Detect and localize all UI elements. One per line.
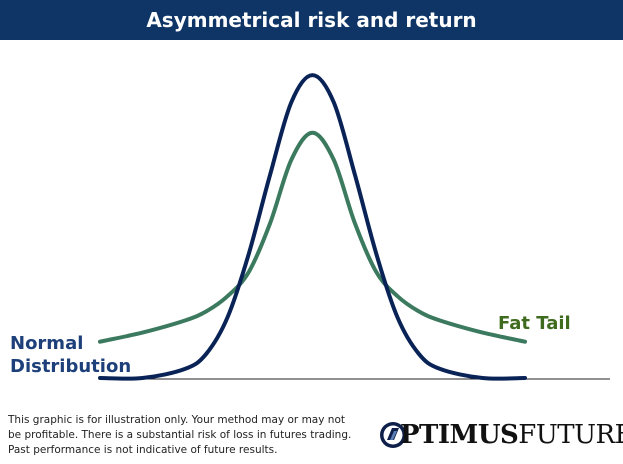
normal-distribution-label: Normal Distribution: [10, 332, 131, 378]
disclaimer-text: This graphic is for illustration only. Y…: [8, 414, 352, 456]
logo-word-futures: FUTURES: [518, 420, 623, 450]
chart-title: Asymmetrical risk and return: [0, 0, 623, 40]
normal-distribution-curve: [98, 73, 527, 381]
normal-label-line2: Distribution: [10, 356, 132, 377]
distribution-chart: [98, 73, 610, 381]
optimus-futures-logo: PTIMUSFUTURES: [378, 420, 623, 450]
fat-tail-curve: [98, 130, 527, 344]
logo-word-optimus: PTIMUS: [400, 420, 519, 450]
optimus-o-emblem-icon: [380, 422, 406, 448]
logo-wordmark: PTIMUSFUTURES: [400, 420, 623, 450]
fat-tail-label: Fat Tail: [498, 313, 571, 334]
normal-label-line1: Normal: [10, 333, 84, 354]
